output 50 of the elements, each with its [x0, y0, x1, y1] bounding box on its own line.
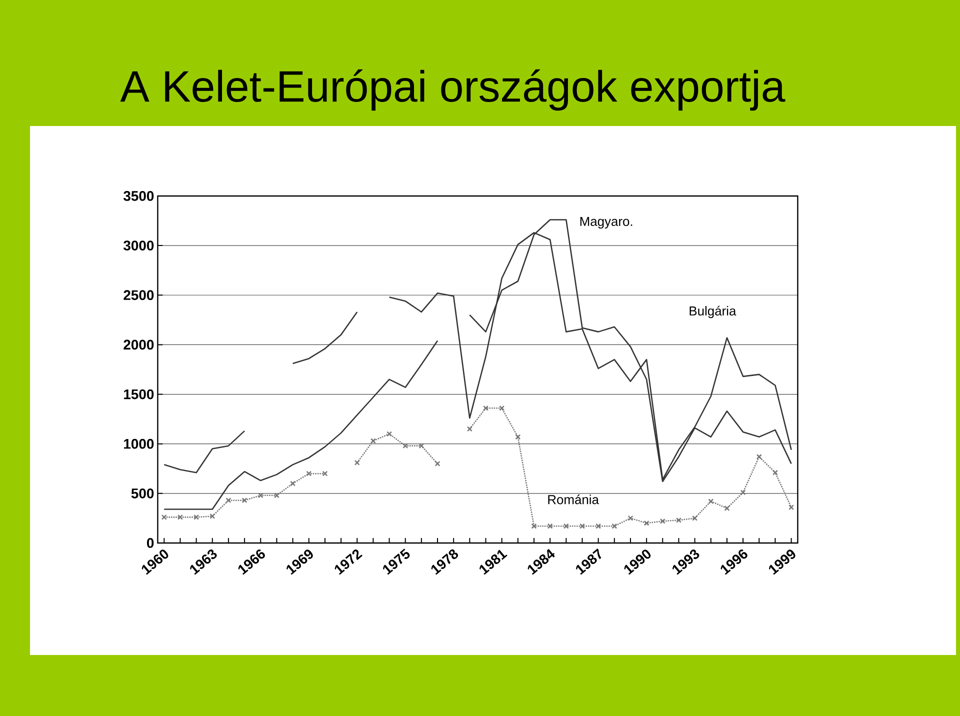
y-tick-label: 2000: [124, 340, 154, 350]
point: [370, 438, 376, 444]
point: [242, 498, 248, 504]
point: [482, 405, 489, 411]
point: [274, 492, 280, 498]
point: [692, 515, 698, 521]
y-tick-label: 2500: [124, 290, 154, 300]
point: [434, 460, 440, 466]
series-label: Bulgária: [690, 306, 736, 318]
point: [579, 523, 585, 529]
point: [386, 431, 392, 437]
point: [226, 498, 232, 504]
point: [499, 405, 505, 411]
point: [708, 498, 714, 504]
point: [563, 523, 569, 529]
point: [418, 443, 424, 449]
point: [290, 480, 296, 486]
point: [547, 523, 553, 529]
y-tick-label: 3000: [123, 240, 154, 251]
point: [402, 443, 408, 449]
series-label: Magyaro.: [580, 216, 632, 229]
series-label: Románia: [548, 494, 599, 504]
point: [612, 523, 618, 529]
point: [306, 470, 312, 476]
point: [596, 523, 602, 529]
point: [644, 520, 650, 526]
point: [194, 514, 200, 520]
y-tick-label: 500: [131, 488, 154, 498]
point: [724, 506, 730, 512]
point: [531, 523, 537, 529]
y-tick-label: 1000: [124, 438, 154, 449]
y-tick-label: 3500: [123, 191, 154, 201]
point: [676, 517, 682, 523]
point: [772, 470, 778, 476]
point: [177, 514, 183, 520]
point: [466, 426, 472, 432]
point: [756, 454, 762, 460]
point: [628, 515, 634, 521]
point: [322, 470, 328, 476]
point: [660, 518, 666, 524]
point: [515, 434, 521, 440]
chart-title: A Kelet-Európai országok exportja: [120, 69, 786, 111]
y-tick-label: 1500: [124, 389, 154, 400]
point: [210, 513, 216, 519]
point: [258, 492, 264, 498]
point: [740, 490, 746, 496]
point: [354, 460, 360, 466]
y-tick-label: 0: [146, 538, 154, 548]
point: [788, 504, 794, 510]
point: [161, 514, 167, 520]
